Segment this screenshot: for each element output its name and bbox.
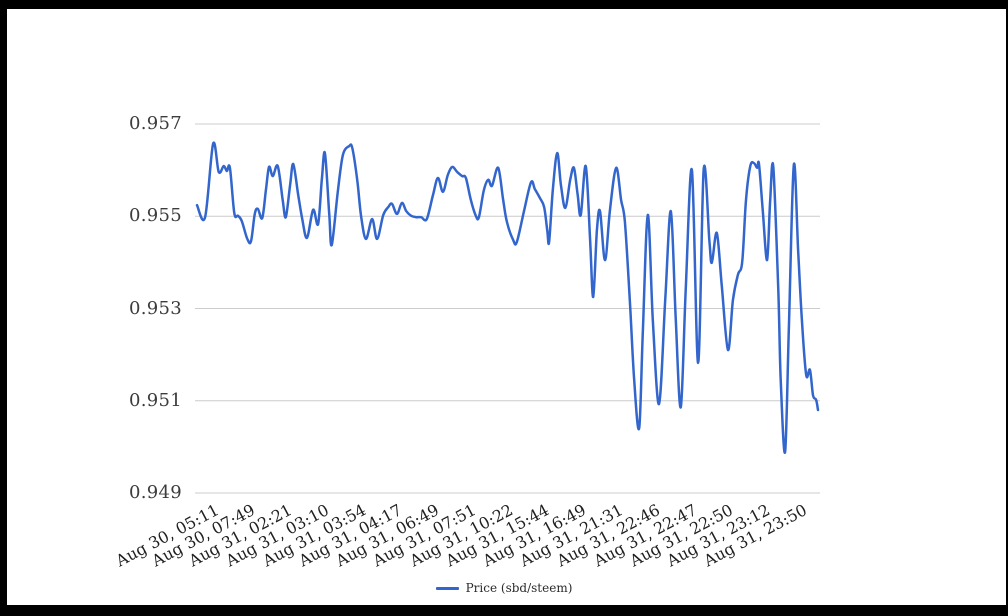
y-axis-tick-label: 0.949 — [128, 482, 182, 503]
chart-canvas — [7, 9, 1006, 605]
y-axis-tick-label: 0.951 — [128, 389, 182, 411]
price-series-path[interactable] — [195, 141, 820, 454]
legend-label: Price (sbd/steem) — [465, 581, 573, 595]
legend: Price (sbd/steem) — [0, 581, 1008, 596]
legend-line-swatch — [435, 587, 459, 590]
y-axis-tick-label: 0.957 — [128, 113, 182, 134]
y-axis-tick-label: 0.953 — [128, 297, 182, 319]
y-axis-tick-label: 0.955 — [128, 205, 182, 227]
